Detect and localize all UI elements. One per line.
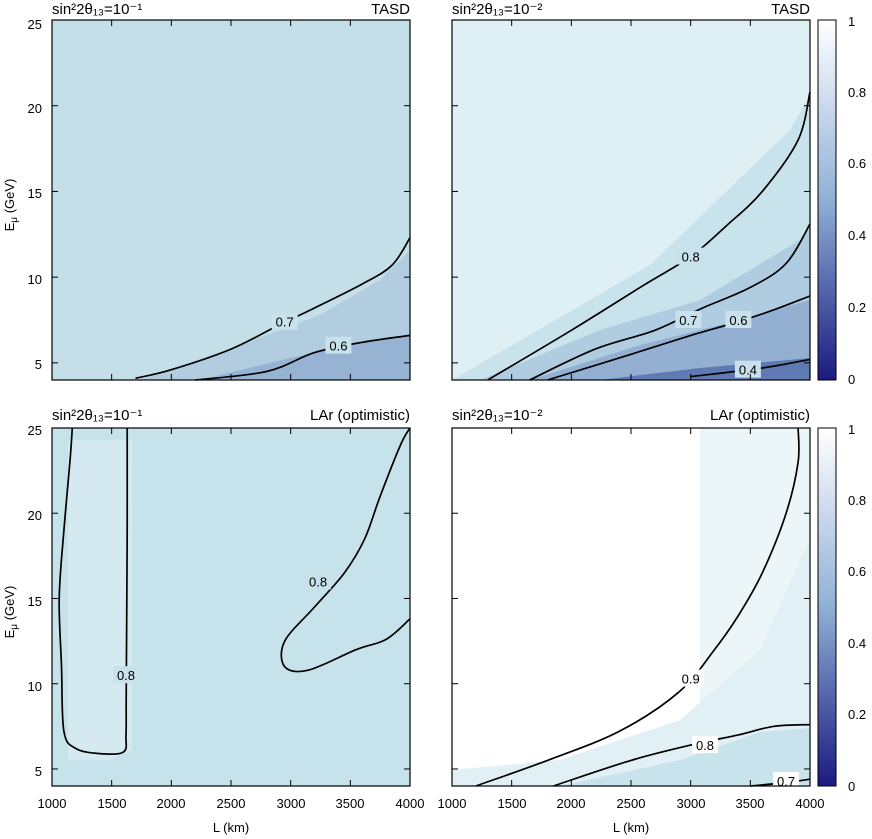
panel-top-left: 0.70.6 sin²2θ₁₃=10⁻¹ TASD 5 10 15 20 25 … bbox=[2, 1, 411, 381]
contour-label: 0.6 bbox=[729, 313, 747, 328]
x-tick-label: 3500 bbox=[336, 796, 365, 811]
panel-title-right: TASD bbox=[371, 1, 410, 18]
y-tick-labels: 5 10 15 20 25 bbox=[28, 17, 42, 372]
colorbar-tick: 0.6 bbox=[848, 156, 866, 171]
colorbar-top: 0 0.2 0.4 0.6 0.8 1 bbox=[817, 14, 866, 387]
contour-line-0.6 bbox=[547, 295, 811, 381]
contour-label: 0.8 bbox=[682, 250, 700, 265]
y-axis-label: Eμ (GeV) bbox=[2, 179, 20, 232]
y-tick-label: 10 bbox=[28, 272, 42, 287]
panel-bottom-right: 0.9 0.8 0.7 sin²2θ₁₃=10⁻² LAr (optimistic)… bbox=[438, 407, 867, 835]
contour-label-background bbox=[675, 311, 702, 328]
y-tick-label: 5 bbox=[35, 764, 42, 779]
contour-label: 0.8 bbox=[696, 738, 714, 753]
panel-title-left: sin²2θ₁₃=10⁻² bbox=[452, 1, 542, 18]
x-tick-label: 3500 bbox=[736, 796, 765, 811]
x-tick-label: 2500 bbox=[617, 796, 646, 811]
y-tick-label: 5 bbox=[35, 357, 42, 372]
contour-label-background bbox=[773, 771, 800, 789]
x-tick-label: 1500 bbox=[98, 796, 127, 811]
colorbar-tick: 1 bbox=[848, 422, 855, 437]
panel-title-right: TASD bbox=[771, 1, 810, 18]
contour-label-background bbox=[692, 736, 718, 754]
panel-title-left: sin²2θ₁₃=10⁻¹ bbox=[52, 1, 142, 18]
heatmap-region-0.6 bbox=[200, 336, 410, 380]
panel-title-left: sin²2θ₁₃=10⁻² bbox=[452, 407, 542, 424]
colorbar-tick: 0 bbox=[848, 372, 855, 387]
y-tick-label: 15 bbox=[28, 594, 42, 609]
x-axis-label: L (km) bbox=[613, 820, 649, 835]
colorbar-bottom: 0 0.2 0.4 0.6 0.8 1 bbox=[817, 422, 866, 794]
contour-label: 0.9 bbox=[682, 672, 700, 687]
x-tick-label: 3000 bbox=[277, 796, 306, 811]
contour-line-0.8 bbox=[280, 427, 411, 673]
contour-lines: 0.8 0.7 0.6 0.4 bbox=[487, 91, 811, 381]
colorbar-tick: 0.6 bbox=[848, 564, 866, 579]
x-tick-label: 2000 bbox=[557, 796, 586, 811]
colorbar-tick: 1 bbox=[848, 14, 855, 29]
contour-label-background bbox=[325, 336, 352, 354]
axis-tick-marks bbox=[51, 19, 811, 786]
colorbar-tick: 0.4 bbox=[848, 228, 866, 243]
colorbar-tick: 0.2 bbox=[848, 300, 866, 315]
x-tick-label: 1000 bbox=[438, 796, 467, 811]
contour-label-background bbox=[271, 312, 298, 330]
contour-label: 0.7 bbox=[777, 774, 795, 789]
contour-label-background bbox=[677, 247, 704, 265]
contour-label-background bbox=[305, 572, 332, 590]
contour-label: 0.8 bbox=[117, 668, 135, 683]
colorbar-tick: 0.8 bbox=[848, 85, 866, 100]
contour-label-background bbox=[113, 666, 139, 684]
y-tick-labels: 5 10 15 20 25 bbox=[28, 423, 42, 779]
y-tick-label: 10 bbox=[28, 679, 42, 694]
contour-label: 0.7 bbox=[679, 313, 697, 328]
contour-lines: 0.9 0.8 0.7 bbox=[475, 427, 811, 789]
colorbar bbox=[817, 19, 837, 381]
heatmap-region-inner bbox=[68, 440, 132, 760]
contour-label-background bbox=[725, 311, 752, 328]
colorbar-tick: 0 bbox=[848, 779, 855, 794]
contour-line-0.8 bbox=[58, 427, 129, 755]
contour-label-background bbox=[677, 669, 704, 687]
panel-title-left: sin²2θ₁₃=10⁻¹ bbox=[52, 407, 142, 424]
panel-title-right: LAr (optimistic) bbox=[710, 407, 810, 424]
y-tick-label: 25 bbox=[28, 423, 42, 438]
panel-top-right: 0.8 0.7 0.6 0.4 sin²2θ₁₃=10⁻² TASD 0 0.2 0.… bbox=[451, 1, 866, 387]
x-tick-label: 1500 bbox=[498, 796, 527, 811]
y-tick-label: 20 bbox=[28, 508, 42, 523]
x-tick-label: 1000 bbox=[38, 796, 67, 811]
y-tick-label: 25 bbox=[28, 17, 42, 32]
colorbar-tick: 0.2 bbox=[848, 707, 866, 722]
colorbar-tick: 0.4 bbox=[848, 636, 866, 651]
contour-label: 0.7 bbox=[276, 315, 294, 330]
x-tick-label: 2000 bbox=[157, 796, 186, 811]
panel-bottom-left: 0.8 0.8 sin²2θ₁₃=10⁻¹ LAr (optimistic) 5 … bbox=[2, 407, 424, 835]
x-tick-label: 4000 bbox=[796, 796, 825, 811]
x-axis-label: L (km) bbox=[213, 820, 249, 835]
contour-label: 0.8 bbox=[309, 574, 327, 589]
contour-line-0.9 bbox=[475, 427, 800, 787]
x-tick-label: 2500 bbox=[217, 796, 246, 811]
contour-lines: 0.7 0.6 bbox=[135, 237, 411, 381]
contour-line-0.4 bbox=[690, 358, 811, 378]
contour-label: 0.4 bbox=[739, 363, 757, 378]
contour-label-background bbox=[734, 360, 761, 378]
x-tick-labels: 1000 1500 2000 2500 3000 3500 4000 bbox=[438, 796, 825, 811]
y-tick-label: 20 bbox=[28, 101, 42, 116]
x-tick-label: 3000 bbox=[677, 796, 706, 811]
contour-label: 0.6 bbox=[329, 339, 347, 354]
heatmap-region-0.8 bbox=[560, 728, 810, 786]
x-tick-label: 4000 bbox=[396, 796, 425, 811]
contour-line-0.6 bbox=[195, 334, 411, 381]
y-tick-label: 15 bbox=[28, 186, 42, 201]
heatmap-region-0.9 bbox=[452, 540, 810, 786]
panel-title-right: LAr (optimistic) bbox=[310, 407, 410, 424]
contour-lines: 0.8 0.8 bbox=[58, 427, 411, 755]
y-axis-label: Eμ (GeV) bbox=[2, 586, 20, 639]
colorbar bbox=[817, 427, 837, 787]
contour-line-0.7 bbox=[529, 223, 811, 381]
colorbar-tick: 0.8 bbox=[848, 493, 866, 508]
x-tick-labels: 1000 1500 2000 2500 3000 3500 4000 bbox=[38, 796, 425, 811]
